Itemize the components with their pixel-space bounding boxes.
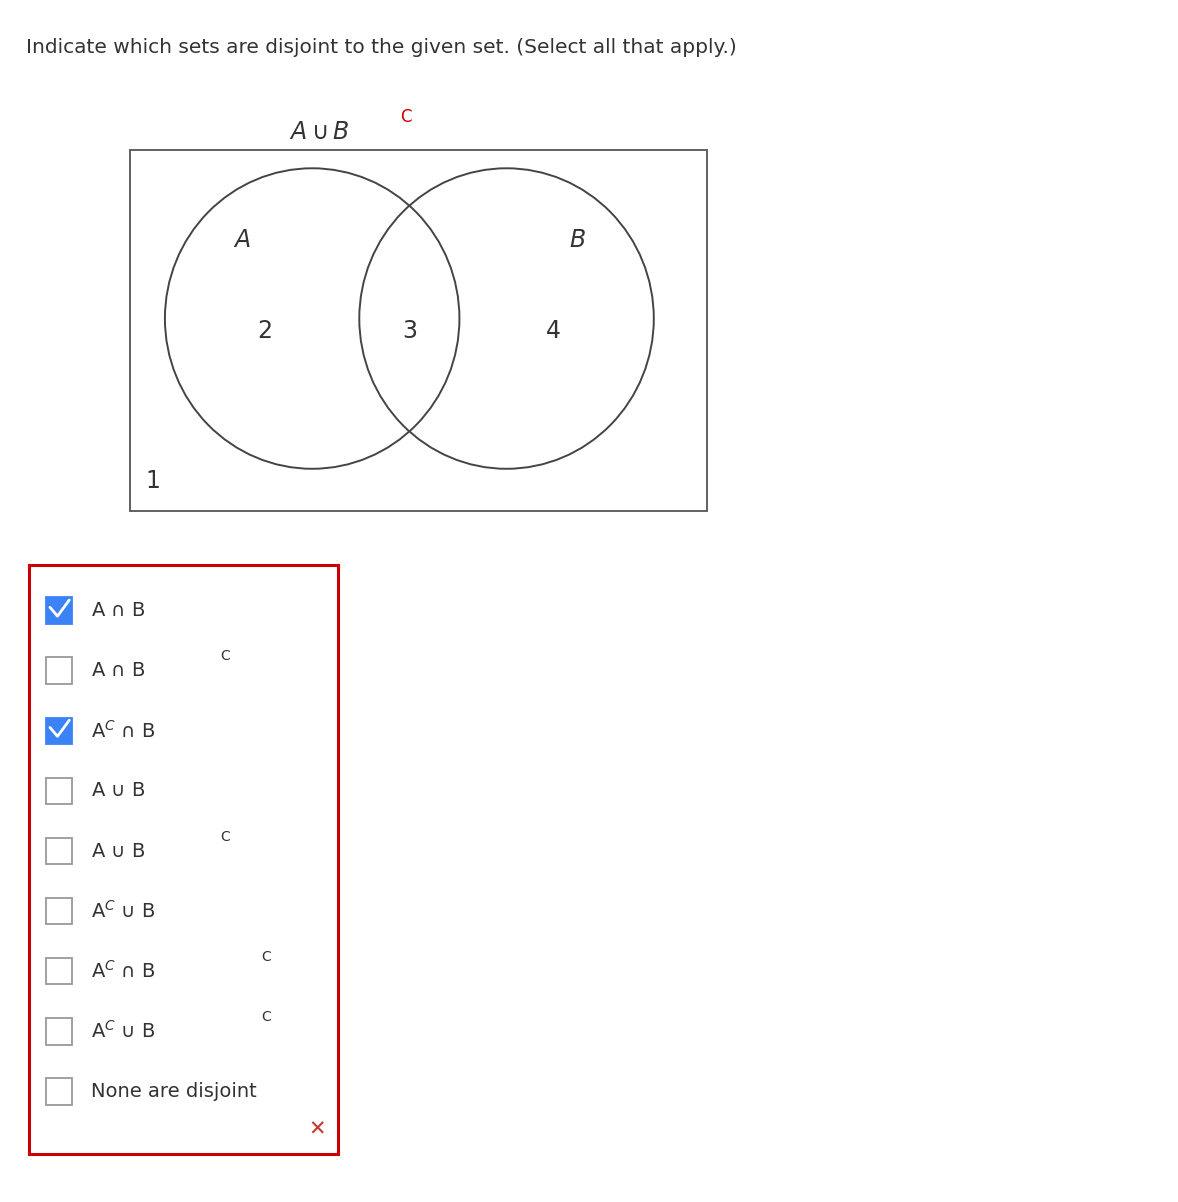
Text: A$^C$ $\cap$ B: A$^C$ $\cap$ B xyxy=(91,720,155,742)
Text: A $\cap$ B: A $\cap$ B xyxy=(91,601,145,620)
FancyBboxPatch shape xyxy=(46,718,72,744)
Text: 3: 3 xyxy=(403,319,417,343)
Text: 1: 1 xyxy=(146,469,160,493)
Text: A$^C$ $\cup$ B: A$^C$ $\cup$ B xyxy=(91,900,155,922)
Text: C: C xyxy=(220,649,230,664)
FancyBboxPatch shape xyxy=(46,838,72,864)
FancyBboxPatch shape xyxy=(46,898,72,924)
Text: C: C xyxy=(262,950,271,964)
Text: A $\cup$ B: A $\cup$ B xyxy=(91,781,145,801)
FancyBboxPatch shape xyxy=(29,565,338,1154)
FancyBboxPatch shape xyxy=(46,597,72,624)
Text: $\mathit{A} \cup \mathit{B}$: $\mathit{A} \cup \mathit{B}$ xyxy=(289,120,350,144)
FancyBboxPatch shape xyxy=(46,1018,72,1045)
Text: None are disjoint: None are disjoint xyxy=(91,1082,257,1101)
Text: A $\cup$ B: A $\cup$ B xyxy=(91,841,145,861)
Text: A $\cap$ B: A $\cap$ B xyxy=(91,661,145,680)
FancyBboxPatch shape xyxy=(130,150,707,511)
Text: $\mathit{B}$: $\mathit{B}$ xyxy=(569,228,585,252)
Text: C: C xyxy=(220,829,230,844)
Text: C: C xyxy=(262,1010,271,1024)
FancyBboxPatch shape xyxy=(46,958,72,984)
Text: ✕: ✕ xyxy=(309,1120,325,1139)
Text: C: C xyxy=(401,108,412,125)
Text: A$^C$ $\cap$ B: A$^C$ $\cap$ B xyxy=(91,960,155,982)
Text: A$^C$ $\cup$ B: A$^C$ $\cup$ B xyxy=(91,1020,155,1042)
FancyBboxPatch shape xyxy=(46,778,72,804)
Text: 4: 4 xyxy=(547,319,561,343)
Text: $\mathit{A}$: $\mathit{A}$ xyxy=(232,228,251,252)
Text: Indicate which sets are disjoint to the given set. (Select all that apply.): Indicate which sets are disjoint to the … xyxy=(26,38,736,58)
FancyBboxPatch shape xyxy=(46,1078,72,1105)
FancyBboxPatch shape xyxy=(46,657,72,684)
Text: 2: 2 xyxy=(258,319,272,343)
